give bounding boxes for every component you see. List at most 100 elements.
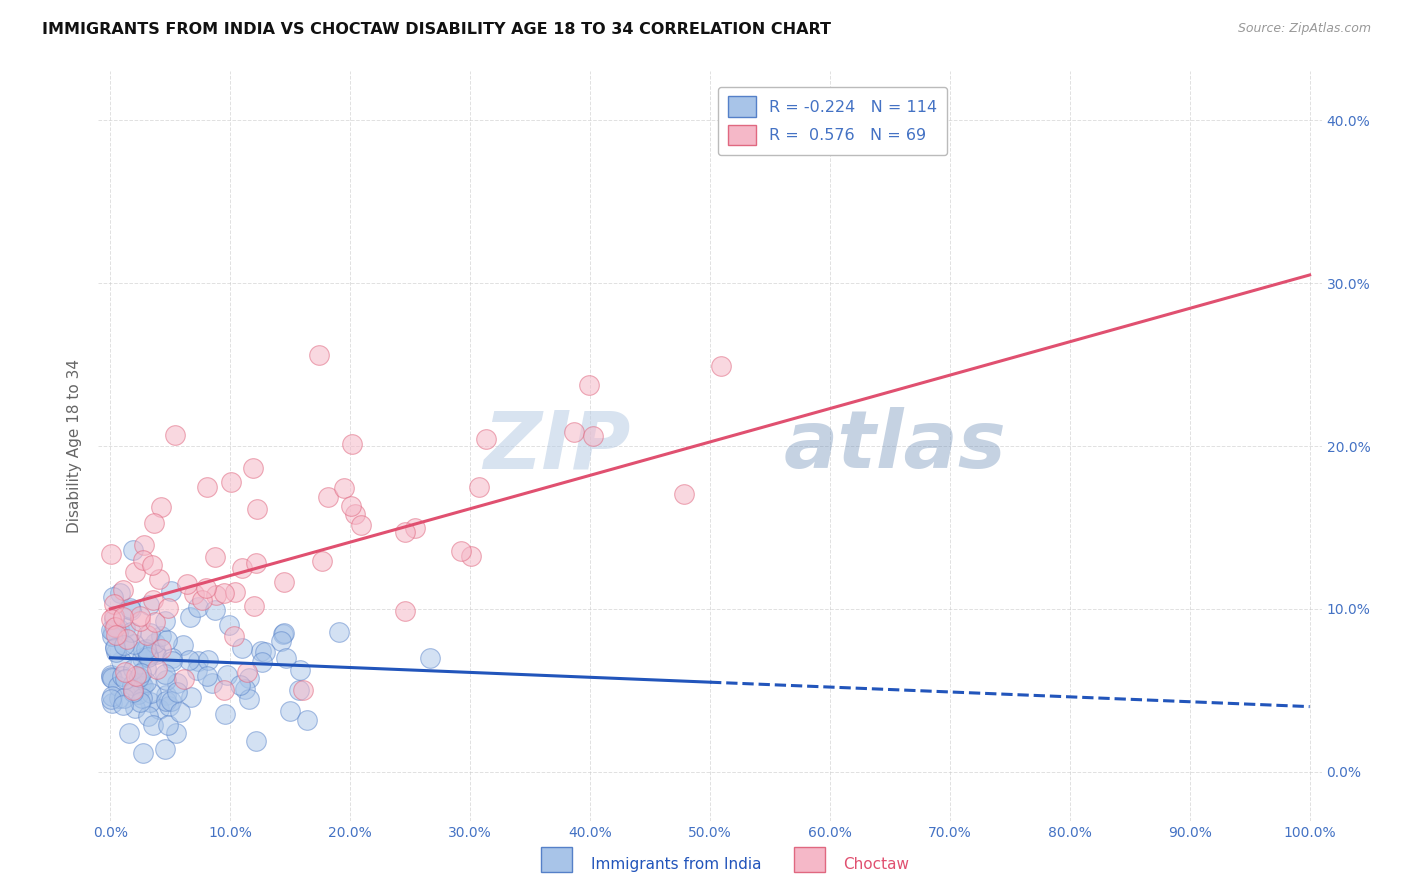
Point bbox=[578, 378, 600, 392]
Point bbox=[155, 615, 177, 629]
Point bbox=[101, 689, 124, 703]
Point bbox=[122, 637, 145, 651]
Point bbox=[131, 650, 153, 665]
Point bbox=[104, 644, 127, 658]
Point bbox=[118, 726, 141, 740]
Point bbox=[141, 558, 163, 573]
Point bbox=[100, 624, 122, 638]
Point bbox=[128, 670, 150, 684]
Point bbox=[132, 553, 155, 567]
Point bbox=[150, 629, 173, 643]
Point bbox=[194, 582, 217, 596]
Point bbox=[124, 701, 146, 715]
Point bbox=[475, 432, 498, 446]
Point bbox=[120, 602, 142, 616]
Point bbox=[273, 626, 295, 640]
Point bbox=[190, 592, 212, 607]
Point bbox=[204, 588, 226, 602]
Point bbox=[100, 667, 122, 681]
Point bbox=[107, 679, 129, 693]
FancyBboxPatch shape bbox=[794, 847, 825, 872]
Point bbox=[160, 694, 183, 708]
Point bbox=[157, 699, 180, 714]
Point bbox=[187, 654, 209, 668]
Point bbox=[160, 651, 183, 665]
Point bbox=[169, 705, 191, 719]
Point bbox=[404, 521, 426, 535]
Point bbox=[224, 585, 246, 599]
Point bbox=[131, 746, 153, 760]
Point bbox=[172, 638, 194, 652]
Point bbox=[564, 425, 586, 439]
Point bbox=[143, 645, 166, 659]
Point bbox=[108, 623, 131, 637]
Point bbox=[238, 692, 260, 706]
Point bbox=[224, 629, 246, 643]
Point bbox=[103, 609, 125, 624]
FancyBboxPatch shape bbox=[541, 847, 572, 872]
Point bbox=[111, 668, 134, 682]
Point bbox=[138, 626, 160, 640]
Point bbox=[136, 650, 159, 665]
Point bbox=[394, 525, 416, 540]
Legend: R = -0.224   N = 114, R =  0.576   N = 69: R = -0.224 N = 114, R = 0.576 N = 69 bbox=[718, 87, 946, 155]
Point bbox=[197, 653, 219, 667]
Point bbox=[394, 604, 416, 618]
Point bbox=[117, 632, 139, 646]
Point bbox=[340, 499, 363, 513]
Point bbox=[273, 575, 295, 590]
Point bbox=[187, 599, 209, 614]
Point bbox=[101, 591, 124, 605]
Point bbox=[153, 742, 176, 756]
Point bbox=[103, 612, 125, 626]
Point bbox=[270, 634, 292, 648]
Point bbox=[231, 640, 253, 655]
Point bbox=[114, 665, 136, 680]
Point bbox=[112, 610, 135, 624]
Point bbox=[333, 481, 356, 495]
Point bbox=[110, 585, 132, 599]
Point bbox=[141, 593, 163, 607]
Point bbox=[204, 550, 226, 565]
Point bbox=[343, 507, 366, 521]
Point bbox=[145, 662, 167, 676]
Point bbox=[138, 599, 160, 613]
Point bbox=[132, 680, 155, 694]
Point bbox=[179, 610, 201, 624]
Point bbox=[101, 630, 124, 644]
Point bbox=[176, 576, 198, 591]
Point bbox=[136, 648, 159, 662]
Point bbox=[350, 518, 373, 533]
Point bbox=[201, 676, 224, 690]
Point bbox=[274, 650, 297, 665]
Point bbox=[308, 348, 330, 362]
Point bbox=[104, 640, 127, 655]
Point bbox=[118, 601, 141, 615]
Point bbox=[246, 502, 269, 516]
Point bbox=[110, 654, 132, 668]
Point bbox=[183, 587, 205, 601]
Point bbox=[121, 683, 143, 698]
Point bbox=[121, 678, 143, 692]
Point bbox=[250, 655, 273, 669]
Point bbox=[124, 566, 146, 580]
Point bbox=[100, 612, 122, 626]
Text: atlas: atlas bbox=[783, 407, 1007, 485]
Point bbox=[311, 554, 333, 568]
Point bbox=[103, 597, 125, 611]
Point bbox=[450, 544, 472, 558]
Point bbox=[245, 556, 267, 570]
Point bbox=[139, 686, 162, 700]
Point bbox=[155, 693, 177, 707]
Point bbox=[342, 437, 364, 451]
Point bbox=[127, 687, 149, 701]
Point bbox=[460, 549, 482, 563]
Point bbox=[155, 673, 177, 688]
Point bbox=[195, 668, 218, 682]
Text: IMMIGRANTS FROM INDIA VS CHOCTAW DISABILITY AGE 18 TO 34 CORRELATION CHART: IMMIGRANTS FROM INDIA VS CHOCTAW DISABIL… bbox=[42, 22, 831, 37]
Point bbox=[142, 718, 165, 732]
Point bbox=[143, 636, 166, 650]
Point bbox=[131, 666, 153, 681]
Point bbox=[156, 601, 179, 615]
Point bbox=[120, 625, 142, 640]
